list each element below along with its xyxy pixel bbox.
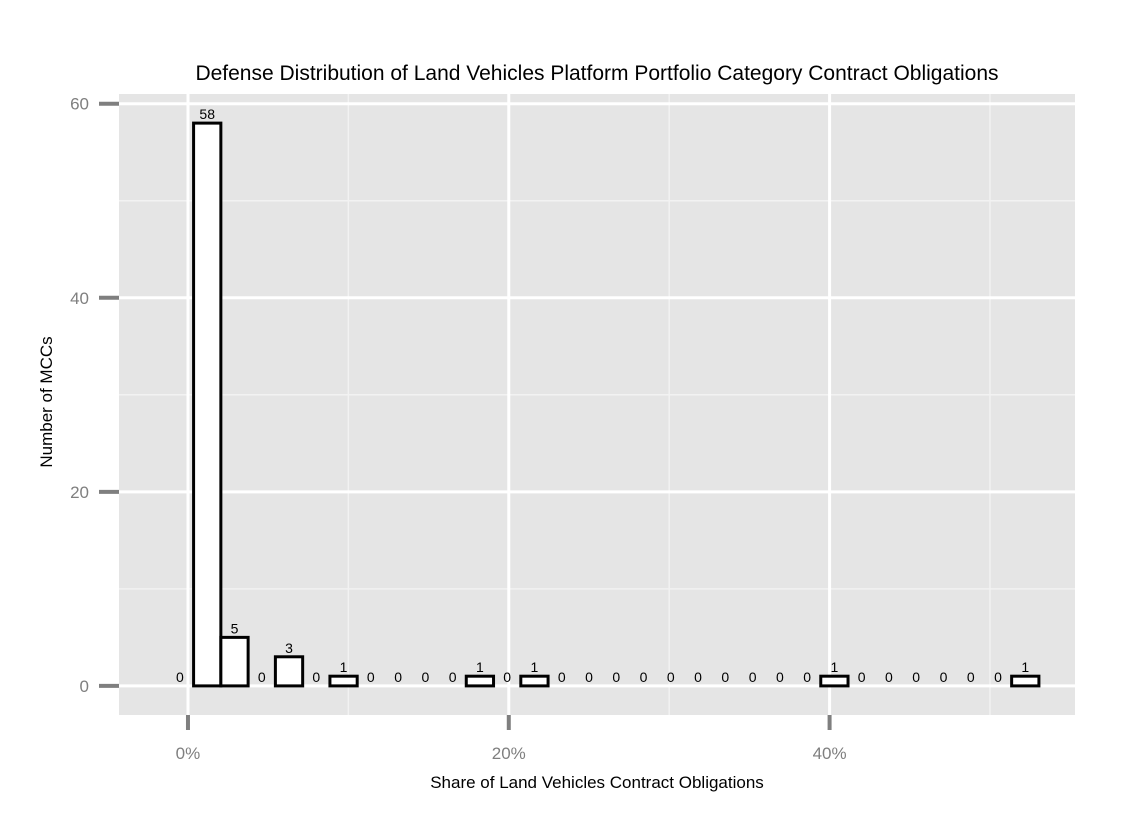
bar-data-label: 0 xyxy=(912,669,920,685)
histogram-bar xyxy=(219,635,250,688)
bar-data-label: 0 xyxy=(367,669,375,685)
bars xyxy=(192,121,1041,688)
histogram-bar xyxy=(519,674,550,688)
bar-data-label: 0 xyxy=(503,669,511,685)
bar-data-label: 0 xyxy=(585,669,593,685)
bar-data-label: 0 xyxy=(449,669,457,685)
bar-data-label: 0 xyxy=(994,669,1002,685)
bar-data-label: 1 xyxy=(340,659,348,675)
histogram-bar xyxy=(1010,674,1041,688)
bar-data-label: 0 xyxy=(612,669,620,685)
histogram-bar xyxy=(819,674,850,688)
plot-panel xyxy=(119,94,1075,715)
y-axis-label: Number of MCCs xyxy=(37,336,56,467)
bar-data-label: 0 xyxy=(858,669,866,685)
bar-data-label: 0 xyxy=(640,669,648,685)
bar-data-label: 0 xyxy=(176,669,184,685)
bar-data-label: 5 xyxy=(231,620,239,636)
bar-data-label: 3 xyxy=(285,640,293,656)
x-tick-label: 0% xyxy=(176,744,201,763)
bar-data-label: 0 xyxy=(421,669,429,685)
bar-data-label: 0 xyxy=(312,669,320,685)
bar-data-label: 0 xyxy=(394,669,402,685)
y-tick-label: 60 xyxy=(70,95,89,114)
bar-data-label: 0 xyxy=(885,669,893,685)
bar-data-label: 0 xyxy=(694,669,702,685)
panel-background xyxy=(119,94,1075,715)
x-tick-label: 40% xyxy=(813,744,847,763)
histogram-bar xyxy=(464,674,496,688)
bar-data-label: 0 xyxy=(721,669,729,685)
grid-lines xyxy=(119,94,1075,715)
data-labels: 0 58 5 0 3 0 1 0 0 0 0 1 0 1 0 0 0 0 0 0 0 0 0 0 1 0 0 0 0 0 0 1 xyxy=(176,106,1029,685)
bar-data-label: 0 xyxy=(749,669,757,685)
histogram-bar xyxy=(328,674,359,688)
bar-data-label: 1 xyxy=(830,659,838,675)
bar-data-label: 1 xyxy=(531,659,539,675)
bar-data-label: 0 xyxy=(803,669,811,685)
bar-data-label: 1 xyxy=(476,659,484,675)
bar-data-label: 0 xyxy=(558,669,566,685)
y-tick-label: 40 xyxy=(70,289,89,308)
bar-data-label: 0 xyxy=(667,669,675,685)
bar-data-label: 1 xyxy=(1021,659,1029,675)
bar-data-label: 0 xyxy=(776,669,784,685)
bar-data-label: 58 xyxy=(199,106,215,122)
chart-title: Defense Distribution of Land Vehicles Pl… xyxy=(195,62,998,85)
histogram-bar xyxy=(273,655,305,688)
x-axis-label: Share of Land Vehicles Contract Obligati… xyxy=(430,773,764,792)
histogram-bar xyxy=(192,121,223,688)
axes: 0% 20% 40% 0 20 40 60 xyxy=(70,95,847,763)
x-tick-label: 20% xyxy=(492,744,526,763)
y-tick-label: 0 xyxy=(80,677,89,696)
bar-data-label: 0 xyxy=(940,669,948,685)
y-tick-label: 20 xyxy=(70,483,89,502)
bar-data-label: 0 xyxy=(967,669,975,685)
bar-data-label: 0 xyxy=(258,669,266,685)
